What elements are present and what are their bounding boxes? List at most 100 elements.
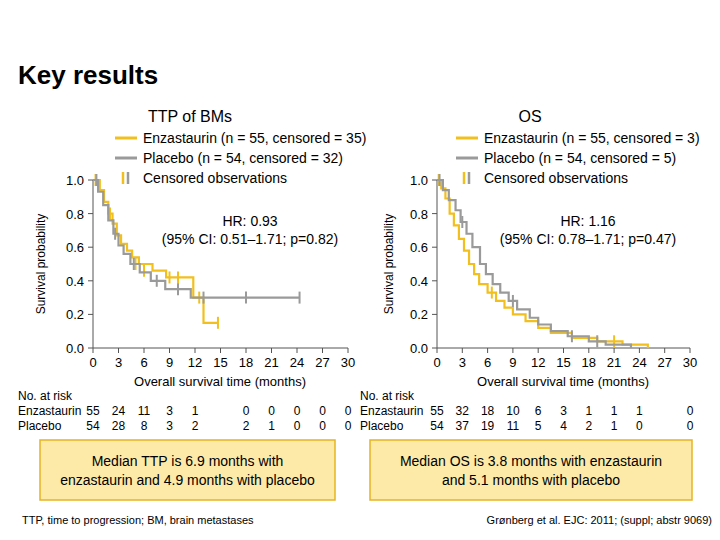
x-tick xyxy=(588,348,589,353)
risk-row-name: Placebo xyxy=(18,419,62,433)
censored-mark xyxy=(571,330,573,342)
slide: Key resultsTTP, time to progression; BM,… xyxy=(0,0,720,540)
risk-count: 0 xyxy=(319,419,326,433)
y-tick xyxy=(432,247,437,248)
legend-swatch xyxy=(115,157,137,160)
risk-count: 0 xyxy=(294,404,301,418)
risk-count: 54 xyxy=(86,419,100,433)
risk-count: 3 xyxy=(560,404,567,418)
censored-mark xyxy=(143,265,145,277)
risk-count: 0 xyxy=(636,419,643,433)
x-tick-label: 15 xyxy=(213,355,227,370)
legend-censored-swatch xyxy=(463,172,466,184)
risk-table-label: No. at risk xyxy=(360,389,415,403)
y-tick xyxy=(432,213,437,214)
x-tick-label: 6 xyxy=(484,355,491,370)
x-tick xyxy=(271,348,272,353)
km-curve xyxy=(437,180,631,348)
risk-count: 10 xyxy=(506,404,520,418)
censored-mark xyxy=(177,271,179,283)
x-tick xyxy=(93,348,94,353)
risk-row-name: Enzastaurin xyxy=(360,404,423,418)
x-tick-label: 3 xyxy=(459,355,466,370)
censored-mark xyxy=(177,283,179,295)
y-tick-label: 0.8 xyxy=(410,207,428,222)
legend-swatch xyxy=(456,157,478,160)
x-tick-label: 12 xyxy=(188,355,202,370)
chart-title: TTP of BMs xyxy=(148,108,232,125)
censored-mark xyxy=(217,317,219,329)
censored-mark xyxy=(596,335,598,347)
x-axis-label: Overall survival time (months) xyxy=(134,374,306,389)
citation: Grønberg et al. EJC: 2011; (suppl; abstr… xyxy=(487,514,712,526)
x-tick-label: 15 xyxy=(556,355,570,370)
hr-annotation: (95% CI: 0.51–1.71; p=0.82) xyxy=(162,231,338,247)
x-tick xyxy=(487,348,488,353)
y-tick xyxy=(432,180,437,181)
risk-table: No. at riskEnzastaurin5524113100000Place… xyxy=(18,389,352,433)
x-tick-label: 12 xyxy=(531,355,545,370)
risk-count: 0 xyxy=(345,419,352,433)
risk-count: 1 xyxy=(268,419,275,433)
risk-count: 2 xyxy=(243,419,250,433)
legend-label: Placebo (n = 54, censored = 5) xyxy=(484,150,676,166)
x-tick xyxy=(538,348,539,353)
y-axis-line xyxy=(437,180,438,348)
risk-count: 0 xyxy=(268,404,275,418)
x-tick xyxy=(348,348,349,353)
risk-count: 18 xyxy=(481,404,495,418)
risk-count: 0 xyxy=(687,419,694,433)
x-tick-label: 24 xyxy=(290,355,304,370)
legend: Enzastaurin (n = 55, censored = 35) Place… xyxy=(115,130,366,186)
risk-count: 1 xyxy=(611,404,618,418)
x-tick xyxy=(144,348,145,353)
y-tick-label: 0.4 xyxy=(66,274,84,289)
y-tick xyxy=(88,247,93,248)
x-tick xyxy=(664,348,665,353)
y-tick xyxy=(88,213,93,214)
risk-count: 0 xyxy=(243,404,250,418)
x-tick xyxy=(462,348,463,353)
risk-count: 0 xyxy=(345,404,352,418)
y-tick xyxy=(432,348,437,349)
hr-annotation: (95% CI: 0.78–1.71; p=0.47) xyxy=(500,231,676,247)
risk-count: 54 xyxy=(430,419,444,433)
x-tick xyxy=(322,348,323,353)
risk-count: 1 xyxy=(636,404,643,418)
x-axis-label: Overall survival time (months) xyxy=(477,374,649,389)
risk-count: 55 xyxy=(86,404,100,418)
risk-count: 28 xyxy=(112,419,126,433)
y-tick xyxy=(88,280,93,281)
censored-mark xyxy=(133,258,135,270)
x-tick xyxy=(195,348,196,353)
x-tick xyxy=(246,348,247,353)
x-tick-label: 3 xyxy=(115,355,122,370)
x-tick xyxy=(512,348,513,353)
hr-annotation: HR: 0.93 xyxy=(222,213,277,229)
km-curve xyxy=(437,180,648,348)
x-tick-label: 9 xyxy=(166,355,173,370)
x-tick xyxy=(169,348,170,353)
censored-mark xyxy=(245,292,247,304)
y-tick-label: 0.8 xyxy=(66,207,84,222)
censored-mark xyxy=(512,295,514,307)
slide-title: Key results xyxy=(18,60,158,90)
x-tick xyxy=(639,348,640,353)
y-tick xyxy=(88,180,93,181)
x-tick xyxy=(118,348,119,353)
legend-swatch xyxy=(115,137,137,140)
risk-count: 55 xyxy=(430,404,444,418)
legend-label: Censored observations xyxy=(484,170,628,186)
legend-label: Placebo (n = 54, censored = 32) xyxy=(143,150,343,166)
legend-label: Enzastaurin (n = 55, censored = 35) xyxy=(143,130,366,146)
risk-count: 0 xyxy=(687,404,694,418)
censored-mark xyxy=(461,216,463,228)
censored-mark xyxy=(114,228,116,240)
km-curve xyxy=(93,180,218,323)
y-axis-line xyxy=(93,180,94,348)
risk-count: 0 xyxy=(294,419,301,433)
risk-count: 11 xyxy=(507,419,520,433)
x-tick-label: 18 xyxy=(239,355,253,370)
risk-count: 37 xyxy=(456,419,470,433)
y-tick-label: 0.0 xyxy=(410,341,428,356)
